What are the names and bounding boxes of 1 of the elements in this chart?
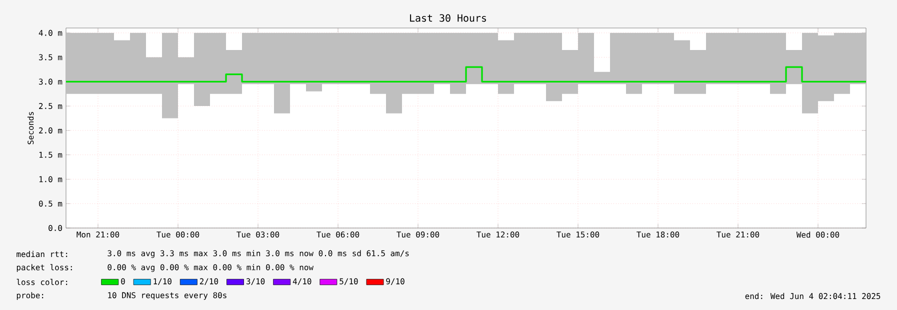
chart-title: Last 30 Hours <box>410 14 486 22</box>
